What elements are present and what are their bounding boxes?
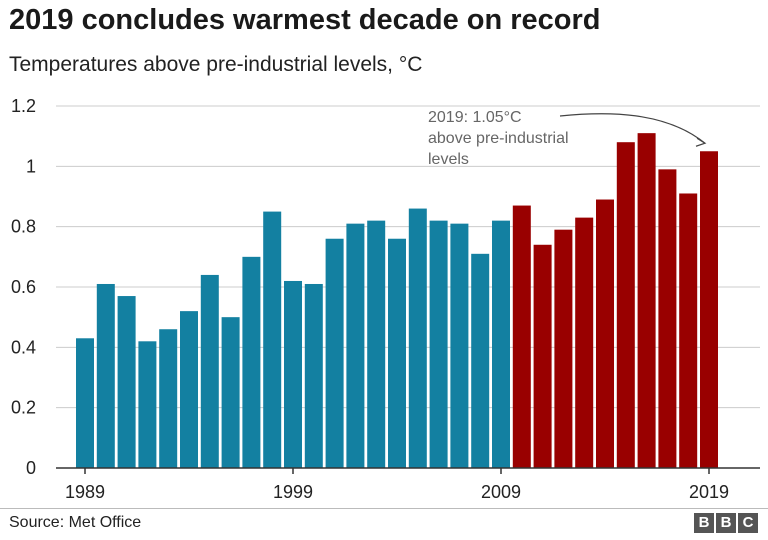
bar-1989 [76,338,94,468]
bar-1996 [221,317,240,468]
bar-2007 [450,223,469,468]
x-tick-label: 1989 [65,482,105,502]
annotation-line: above pre-industrial [428,130,569,147]
bar-1990 [96,283,115,468]
logo-letter: B [694,513,714,533]
bar-1998 [263,211,282,469]
bar-2009 [492,220,510,468]
logo-letter: C [738,513,758,533]
bar-2001 [325,238,344,468]
bar-2004 [388,238,406,468]
bar-2008 [471,253,490,468]
chart-subtitle: Temperatures above pre-industrial levels… [9,53,423,76]
bar-2000 [304,283,323,468]
annotation-line: 2019: 1.05°C [428,109,522,126]
x-tick-label: 2009 [481,482,521,502]
bar-2005 [408,208,427,469]
bar-1991 [117,296,136,468]
bar-1994 [180,311,198,468]
y-tick-label: 0.4 [11,337,36,357]
bar-2002 [346,223,365,468]
y-tick-label: 1 [26,156,36,176]
bar-1997 [242,256,261,468]
bar-2012 [554,229,573,468]
bar-2011 [533,244,552,468]
x-tick-label: 2019 [689,482,729,502]
bar-2015 [616,142,635,468]
annotation: 2019: 1.05°C above pre-industrial levels [428,109,707,168]
bar-2010 [512,205,531,469]
bar-2016 [637,133,656,468]
x-tick-label: 1999 [273,482,313,502]
annotation-arrow [559,113,706,144]
y-tick-label: 0.8 [11,217,36,237]
bar-2019 [700,151,718,468]
y-tick-label: 1.2 [11,96,36,116]
bar-1999 [284,280,302,468]
bbc-logo: B B C [694,513,758,533]
source-label: Source: Met Office [9,514,142,531]
annotation-line: levels [428,151,469,168]
y-tick-label: 0 [26,458,36,478]
footer-divider [0,508,768,509]
bar-2003 [367,220,386,468]
bar-2017 [658,169,677,468]
axes: 0 0.2 0.4 0.6 0.8 1 1.2 1989 1999 2009 2019 [11,96,760,502]
chart-title: 2019 concludes warmest decade on record [9,4,601,36]
bar-2013 [575,217,594,468]
bar-1993 [159,329,178,468]
bar-2014 [596,199,614,468]
bars [76,133,718,469]
bar-2006 [429,220,448,468]
y-tick-label: 0.2 [11,398,36,418]
bar-1992 [138,341,157,468]
logo-letter: B [716,513,736,533]
annotation-arrowhead [695,137,707,147]
bar-1995 [200,274,219,468]
bar-chart: 0 0.2 0.4 0.6 0.8 1 1.2 1989 1999 2009 2019 2019: … [11,96,760,502]
y-tick-label: 0.6 [11,277,36,297]
bar-2018 [679,193,698,468]
